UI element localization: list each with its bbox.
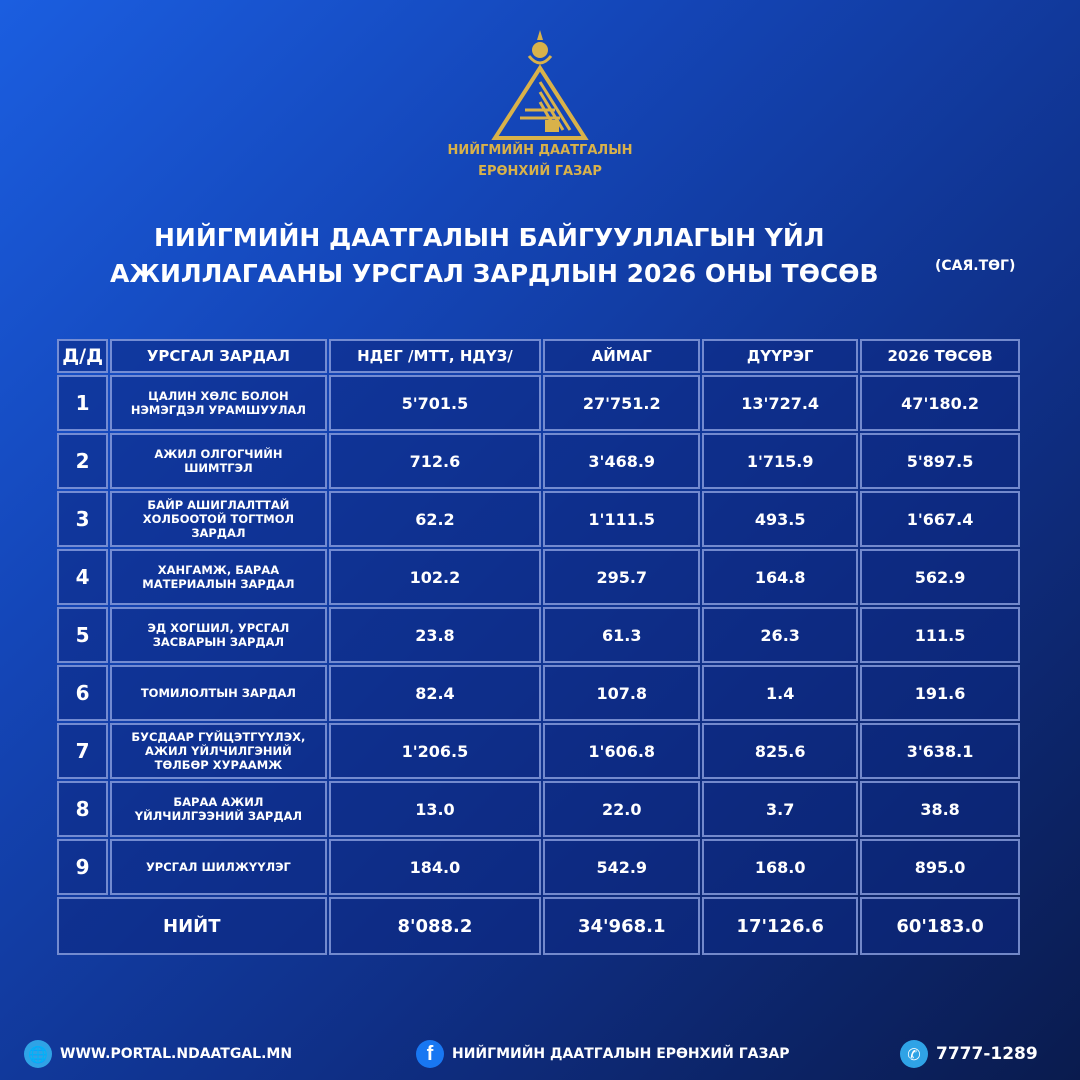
logo-line-1: НИЙГМИЙН ДААТГАЛЫН [447,143,633,158]
total-duureg: 17'126.6 [702,897,859,955]
budget-value: 895.0 [860,839,1020,895]
facebook-icon: f [416,1040,444,1068]
total-budget: 60'183.0 [860,897,1020,955]
ndeg-value: 23.8 [328,607,542,663]
expense-name: АЖИЛ ОЛГОГЧИЙН ШИМТГЭЛ [110,433,327,489]
table-row: 1 ЦАЛИН ХӨЛС БОЛОН НЭМЭГДЭЛ УРАМШУУЛАЛ 5'7… [57,375,1020,431]
footer-website[interactable]: 🌐 WWW.PORTAL.NDAATGAL.MN [24,1040,292,1068]
aimag-value: 295.7 [543,549,701,605]
budget-value: 47'180.2 [860,375,1020,431]
logo-emblem-icon [491,30,589,140]
logo: НИЙГМИЙН ДААТГАЛЫН ЕРӨНХИЙ ГАЗАР [440,30,640,182]
row-number: 6 [57,665,109,721]
budget-value: 3'638.1 [860,723,1020,779]
expense-name: ЦАЛИН ХӨЛС БОЛОН НЭМЭГДЭЛ УРАМШУУЛАЛ [110,375,327,431]
title-line-1: НИЙГМИЙН ДААТГАЛЫН БАЙГУУЛЛАГЫН ҮЙЛ [154,223,825,252]
unit-label: (САЯ.ТӨГ) [935,258,1016,274]
globe-icon: 🌐 [24,1040,52,1068]
logo-line-2: ЕРӨНХИЙ ГАЗАР [478,164,602,179]
duureg-value: 26.3 [702,607,859,663]
duureg-value: 1.4 [702,665,859,721]
row-number: 8 [57,781,109,837]
header-aimag: АЙМАГ [543,339,701,373]
table-row: 2 АЖИЛ ОЛГОГЧИЙН ШИМТГЭЛ 712.6 3'468.9 1'715… [57,433,1020,489]
footer-phone[interactable]: ✆ 7777-1289 [900,1040,1038,1068]
table-row: 6 ТОМИЛОЛТЫН ЗАРДАЛ 82.4 107.8 1.4 191.6 [57,665,1020,721]
duureg-value: 493.5 [702,491,859,547]
row-number: 7 [57,723,109,779]
table-row: 3 БАЙР АШИГЛАЛТТАЙ ХОЛБООТОЙ ТОГТМОЛ ЗАРД… [57,491,1020,547]
ndeg-value: 1'206.5 [328,723,542,779]
budget-table: Д/Д УРСГАЛ ЗАРДАЛ НДЕГ /МТТ, НДҮЗ/ АЙМАГ… [55,337,1022,957]
duureg-value: 1'715.9 [702,433,859,489]
aimag-value: 61.3 [543,607,701,663]
total-ndeg: 8'088.2 [328,897,542,955]
duureg-value: 3.7 [702,781,859,837]
aimag-value: 27'751.2 [543,375,701,431]
budget-value: 5'897.5 [860,433,1020,489]
expense-name: УРСГАЛ ШИЛЖҮҮЛЭГ [110,839,327,895]
title-line-2: АЖИЛЛАГААНЫ УРСГАЛ ЗАРДЛЫН 2026 ОНЫ ТӨСӨ… [110,259,879,288]
aimag-value: 22.0 [543,781,701,837]
expense-name: БАРАА АЖИЛ ҮЙЛЧИЛГЭЭНИЙ ЗАРДАЛ [110,781,327,837]
duureg-value: 168.0 [702,839,859,895]
expense-name: БУСДААР ГҮЙЦЭТГҮҮЛЭХ, АЖИЛ ҮЙЛЧИЛГЭНИЙ Т… [110,723,327,779]
page-title: НИЙГМИЙН ДААТГАЛЫН БАЙГУУЛЛАГЫН ҮЙЛ АЖИЛ… [110,220,930,292]
aimag-value: 542.9 [543,839,701,895]
expense-name: ЭД ХОГШИЛ, УРСГАЛ ЗАСВАРЫН ЗАРДАЛ [110,607,327,663]
aimag-value: 107.8 [543,665,701,721]
phone-icon: ✆ [900,1040,928,1068]
budget-value: 111.5 [860,607,1020,663]
ndeg-value: 102.2 [328,549,542,605]
budget-value: 562.9 [860,549,1020,605]
footer-facebook[interactable]: f НИЙГМИЙН ДААТГАЛЫН ЕРӨНХИЙ ГАЗАР [416,1040,790,1068]
header-budget: 2026 ТӨСӨВ [860,339,1020,373]
budget-value: 1'667.4 [860,491,1020,547]
table-row: 8 БАРАА АЖИЛ ҮЙЛЧИЛГЭЭНИЙ ЗАРДАЛ 13.0 22.0 3… [57,781,1020,837]
table-header-row: Д/Д УРСГАЛ ЗАРДАЛ НДЕГ /МТТ, НДҮЗ/ АЙМАГ… [57,339,1020,373]
ndeg-value: 62.2 [328,491,542,547]
row-number: 5 [57,607,109,663]
header-ndeg: НДЕГ /МТТ, НДҮЗ/ [328,339,542,373]
ndeg-value: 184.0 [328,839,542,895]
budget-value: 191.6 [860,665,1020,721]
expense-name: ХАНГАМЖ, БАРАА МАТЕРИАЛЫН ЗАРДАЛ [110,549,327,605]
total-row: НИЙТ 8'088.2 34'968.1 17'126.6 60'183.0 [57,897,1020,955]
row-number: 3 [57,491,109,547]
table-row: 7 БУСДААР ГҮЙЦЭТГҮҮЛЭХ, АЖИЛ ҮЙЛЧИЛГЭНИЙ … [57,723,1020,779]
phone-text[interactable]: 7777-1289 [936,1044,1038,1064]
row-number: 1 [57,375,109,431]
row-number: 9 [57,839,109,895]
facebook-text[interactable]: НИЙГМИЙН ДААТГАЛЫН ЕРӨНХИЙ ГАЗАР [452,1046,790,1062]
budget-value: 38.8 [860,781,1020,837]
duureg-value: 825.6 [702,723,859,779]
header-no: Д/Д [57,339,109,373]
duureg-value: 164.8 [702,549,859,605]
expense-name: ТОМИЛОЛТЫН ЗАРДАЛ [110,665,327,721]
header-duureg: ДҮҮРЭГ [702,339,859,373]
expense-name: БАЙР АШИГЛАЛТТАЙ ХОЛБООТОЙ ТОГТМОЛ ЗАРДА… [110,491,327,547]
ndeg-value: 13.0 [328,781,542,837]
row-number: 2 [57,433,109,489]
total-aimag: 34'968.1 [543,897,701,955]
duureg-value: 13'727.4 [702,375,859,431]
aimag-value: 1'111.5 [543,491,701,547]
ndeg-value: 712.6 [328,433,542,489]
ndeg-value: 5'701.5 [328,375,542,431]
table-row: 5 ЭД ХОГШИЛ, УРСГАЛ ЗАСВАРЫН ЗАРДАЛ 23.8 61… [57,607,1020,663]
table-row: 9 УРСГАЛ ШИЛЖҮҮЛЭГ 184.0 542.9 168.0 895.0 [57,839,1020,895]
table-row: 4 ХАНГАМЖ, БАРАА МАТЕРИАЛЫН ЗАРДАЛ 102.2 29… [57,549,1020,605]
row-number: 4 [57,549,109,605]
header-expense: УРСГАЛ ЗАРДАЛ [110,339,327,373]
aimag-value: 1'606.8 [543,723,701,779]
total-label: НИЙТ [57,897,327,955]
website-text[interactable]: WWW.PORTAL.NDAATGAL.MN [60,1046,293,1062]
ndeg-value: 82.4 [328,665,542,721]
aimag-value: 3'468.9 [543,433,701,489]
